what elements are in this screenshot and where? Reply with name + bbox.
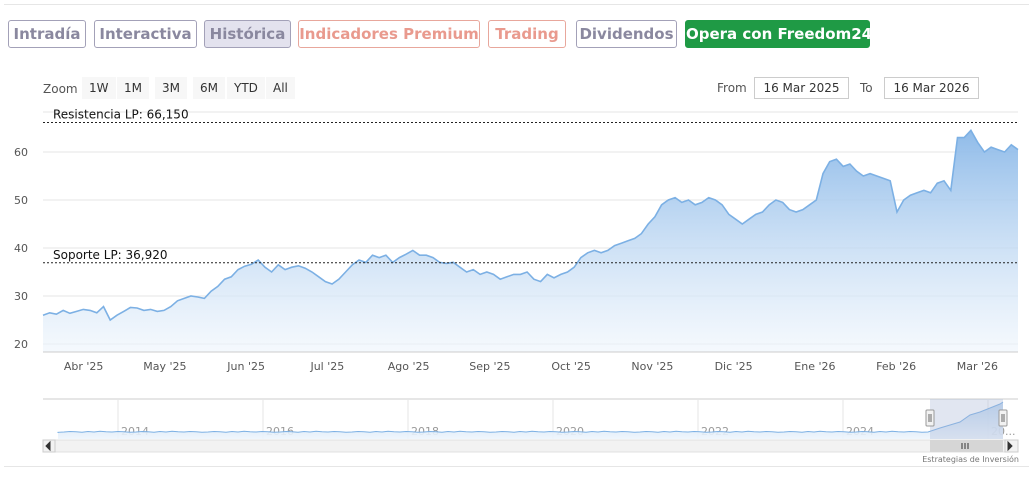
x-axis: Abr '25 May '25 Jun '25 Jul '25 Ago '25 Sep '… (43, 351, 1018, 373)
y-axis: 20 30 40 50 60 (14, 146, 28, 351)
scroll-left-button (42, 439, 56, 453)
scrollbar-track (42, 439, 1019, 453)
to-date-input[interactable]: 16 Mar 2026 (884, 77, 979, 99)
x-tick-label: Mar '26 (957, 360, 998, 373)
y-tick-label: 30 (14, 290, 28, 303)
zoom-1w-button[interactable]: 1W (82, 77, 116, 99)
opera-freedom24-button[interactable]: Opera con Freedom24 (685, 20, 872, 48)
tab-interactiva[interactable]: Interactiva (94, 20, 197, 48)
navigator[interactable]: 2014 2016 2018 2020 2022 2024 20... (42, 398, 1019, 453)
scroll-right-icon[interactable] (1007, 440, 1013, 452)
navigator-handle[interactable] (925, 409, 935, 427)
zoom-3m-button[interactable]: 3M (155, 77, 187, 99)
top-divider (4, 4, 1029, 5)
bottom-divider (4, 466, 1029, 467)
scrollbar-thumb[interactable] (930, 440, 1003, 452)
scroll-right-button (1004, 439, 1019, 453)
zoom-1m-button[interactable]: 1M (117, 77, 149, 99)
annotations: Resistencia LP: 66,150 Soporte LP: 36,920 (43, 107, 1018, 264)
annotation-label: Resistencia LP: 66,150 (53, 107, 189, 121)
area-fill (43, 130, 1018, 352)
zoom-all-button[interactable]: All (266, 77, 295, 99)
navigator-line (57, 401, 1004, 433)
x-tick-label: Feb '26 (876, 360, 916, 373)
tab-trading[interactable]: Trading (488, 20, 566, 48)
x-tick-label: Ago '25 (388, 360, 430, 373)
price-line (42, 129, 1019, 322)
y-tick-label: 40 (14, 242, 28, 255)
from-label: From (717, 81, 747, 95)
x-tick-label: Nov '25 (631, 360, 673, 373)
y-tick-label: 20 (14, 338, 28, 351)
tab-historica[interactable]: Histórica (204, 20, 291, 48)
annotation-label: Soporte LP: 36,920 (53, 248, 168, 262)
navigator-handle[interactable] (998, 409, 1008, 427)
price-series (42, 129, 1019, 352)
tab-dividendos[interactable]: Dividendos (576, 20, 677, 48)
scroll-left-icon[interactable] (45, 440, 51, 452)
x-tick-label: Jul '25 (309, 360, 344, 373)
zoom-ytd-button[interactable]: YTD (227, 77, 265, 99)
x-tick-label: May '25 (143, 360, 186, 373)
zoom-6m-button[interactable]: 6M (193, 77, 225, 99)
navigator-selection (930, 399, 1003, 439)
y-tick-label: 60 (14, 146, 28, 159)
tab-indicadores-premium[interactable]: Indicadores Premium (298, 20, 480, 48)
to-label: To (860, 81, 873, 95)
x-tick-label: Abr '25 (64, 360, 104, 373)
from-date-input[interactable]: 16 Mar 2025 (754, 77, 849, 99)
tab-intradia[interactable]: Intradía (8, 20, 86, 48)
x-tick-label: Oct '25 (551, 360, 591, 373)
zoom-label: Zoom (43, 82, 78, 96)
x-tick-label: Sep '25 (469, 360, 510, 373)
y-tick-label: 50 (14, 194, 28, 207)
x-tick-label: Ene '26 (794, 360, 835, 373)
x-tick-label: Jun '25 (226, 360, 265, 373)
watermark: Estrategias de Inversión (922, 455, 1019, 464)
x-tick-label: Dic '25 (715, 360, 753, 373)
navigator-area (58, 402, 1003, 439)
